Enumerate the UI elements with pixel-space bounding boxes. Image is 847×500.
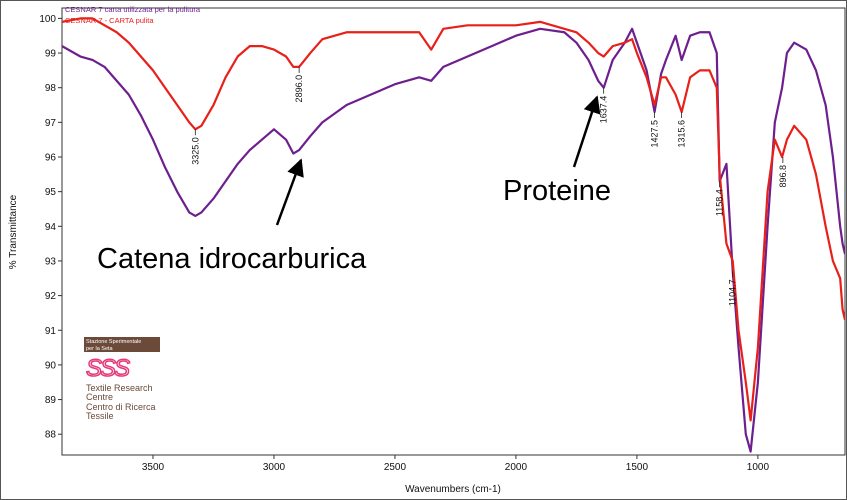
annotation: Catena idrocarburica [97,243,367,275]
x-tick-label: 2500 [384,462,407,473]
y-tick-label: 93 [45,256,57,267]
arrow [572,95,601,168]
spectrum-line [62,27,845,453]
spectrum-line [62,17,845,422]
y-tick-label: 99 [45,49,57,60]
x-tick-label: 3000 [263,462,286,473]
y-tick-label: 97 [45,118,57,129]
y-tick-label: 88 [45,430,57,441]
x-tick-label: 1500 [626,462,649,473]
y-tick-label: 91 [45,326,57,337]
logo-text: Centro di Ricerca [86,402,156,412]
logo-text: Stazione Sperimentale [86,339,141,345]
peak-label: 896.8 [778,165,788,188]
y-tick-label: 90 [45,360,57,371]
y-tick-label: 98 [45,83,57,94]
arrow [275,158,304,226]
x-tick-label: 1000 [747,462,770,473]
y-tick-label: 94 [45,222,57,233]
peak-label: 1427.5 [649,120,659,148]
plot-area [61,7,846,456]
x-axis-label: Wavenumbers (cm-1) [405,484,501,495]
y-tick-label: 96 [45,153,57,164]
peak-label: 3325.0 [190,137,200,165]
y-tick-label: 92 [45,291,57,302]
y-axis-label: % Transmittance [8,194,19,269]
annotation: Proteine [503,175,611,207]
logo-text: per la Seta [86,346,114,352]
legend-entry: CESNAR 7 carta utilizzata per la pulitur… [65,5,201,14]
y-tick-label: 95 [45,187,57,198]
x-tick-label: 2000 [505,462,528,473]
y-tick-label: 89 [45,395,57,406]
peak-label: 1315.6 [677,120,687,148]
logo: Stazione Sperimentale per la Seta SSS Te… [84,337,160,421]
logo-text: Textile Research [86,383,153,393]
x-tick-label: 3500 [142,462,165,473]
y-tick-label: 100 [39,14,56,25]
logo-bar [84,337,160,352]
logo-text: Centre [86,392,113,402]
logo-mark: SSS [86,355,130,382]
legend-entry: CESNAR 7 - CARTA pulita [65,16,154,25]
peak-label: 2896.0 [294,75,304,103]
peak-label: 1158.4 [715,189,725,216]
logo-text: Tessile [86,411,114,421]
peak-label: 1104.7 [728,279,738,306]
peak-label: 1637.4 [599,96,609,124]
